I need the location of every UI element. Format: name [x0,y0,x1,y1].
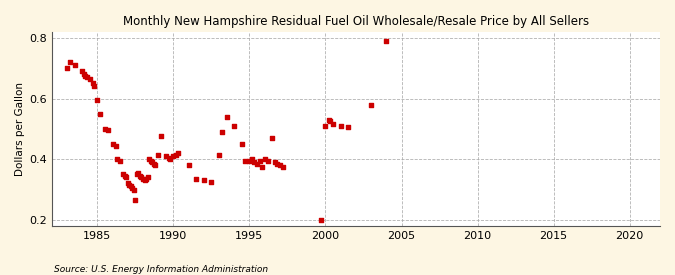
Point [121,175,132,180]
Point [119,174,130,178]
Point [122,181,133,186]
Point [140,177,151,181]
Point [82,75,92,79]
Point [161,154,171,158]
Point [95,112,106,116]
Point [78,72,89,76]
Point [134,174,145,178]
Point [138,177,148,181]
Point [214,152,225,157]
Point [335,124,346,128]
Point [267,136,277,140]
Point [381,39,392,43]
Point [275,163,286,167]
Point [327,122,338,127]
Point [88,81,99,86]
Point [127,186,138,190]
Point [221,115,232,119]
Point [77,69,88,73]
Point [61,66,72,70]
Point [191,177,202,181]
Point [130,198,141,202]
Point [163,155,174,160]
Point [124,183,135,187]
Point [107,142,118,146]
Point [325,119,335,123]
Y-axis label: Dollars per Gallon: Dollars per Gallon [15,82,25,176]
Point [65,60,76,64]
Point [206,180,217,184]
Point [270,160,281,164]
Point [366,103,377,107]
Text: Source: U.S. Energy Information Administration: Source: U.S. Energy Information Administ… [54,265,268,274]
Point [171,152,182,157]
Point [84,77,95,81]
Point [89,84,100,89]
Point [112,157,123,161]
Point [145,158,156,163]
Point [132,172,142,177]
Point [144,157,155,161]
Point [247,157,258,161]
Point [142,175,153,180]
Point [244,158,255,163]
Point [115,158,126,163]
Point [173,151,184,155]
Point [80,74,90,78]
Point [165,157,176,161]
Point [92,98,103,102]
Point [103,128,113,133]
Point [252,162,263,166]
Point [271,162,282,166]
Point [148,162,159,166]
Point [315,218,326,222]
Point [248,160,259,164]
Point [156,134,167,139]
Point [240,158,250,163]
Point [150,163,161,167]
Point [229,124,240,128]
Point [236,142,247,146]
Point [153,152,163,157]
Point [168,154,179,158]
Point [183,163,194,167]
Point [343,125,354,130]
Point [100,127,111,131]
Point [128,187,139,192]
Point [136,175,147,180]
Point [118,172,129,177]
Point [126,184,136,189]
Point [69,63,80,67]
Point [320,124,331,128]
Point [133,171,144,175]
Point [254,158,265,163]
Point [263,158,273,163]
Point [259,157,270,161]
Point [256,165,267,169]
Point [217,130,227,134]
Point [277,165,288,169]
Point [110,143,121,148]
Point [139,178,150,183]
Point [198,178,209,183]
Point [323,118,334,122]
Title: Monthly New Hampshire Residual Fuel Oil Wholesale/Resale Price by All Sellers: Monthly New Hampshire Residual Fuel Oil … [123,15,589,28]
Point [146,160,157,164]
